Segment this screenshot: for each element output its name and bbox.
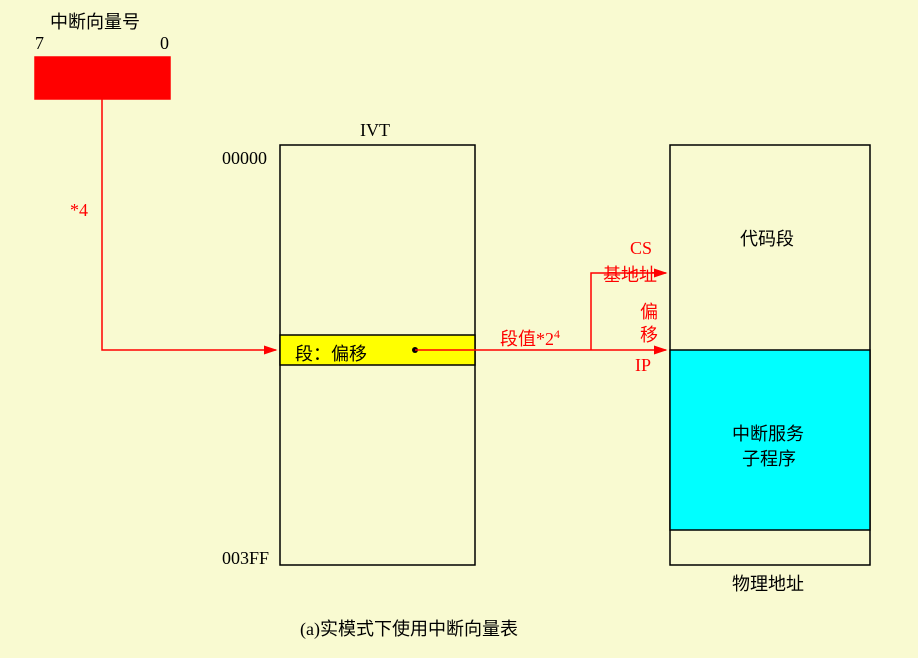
diagram-svg [0, 0, 918, 658]
bit-high: 7 [35, 33, 44, 54]
ip-label: IP [635, 355, 651, 376]
vector-title: 中断向量号 [50, 8, 140, 34]
isr-label-1: 中断服务 [732, 420, 804, 446]
bit-low: 0 [160, 33, 169, 54]
vector-box [35, 57, 170, 99]
code-seg-label: 代码段 [740, 225, 794, 251]
vector-to-ivt-line [102, 99, 276, 350]
isr-label-2: 子程序 [742, 445, 796, 471]
caption: (a)实模式下使用中断向量表 [300, 615, 518, 641]
ivt-title: IVT [360, 120, 390, 141]
offset-label-2: 移 [640, 321, 658, 347]
phys-addr-label: 物理地址 [732, 570, 804, 596]
segval-label: 段值*24 [500, 325, 560, 351]
diagram-container: 中断向量号 7 0 *4 IVT 00000 003FF 段：偏移 段值*24 … [0, 0, 918, 658]
mult4-label: *4 [70, 200, 88, 221]
ivt-bottom-addr: 003FF [222, 548, 269, 569]
base-label: 基地址 [603, 261, 657, 287]
ivt-top-addr: 00000 [222, 148, 267, 169]
ivt-entry-label: 段：偏移 [295, 340, 367, 366]
cs-label: CS [630, 238, 652, 259]
